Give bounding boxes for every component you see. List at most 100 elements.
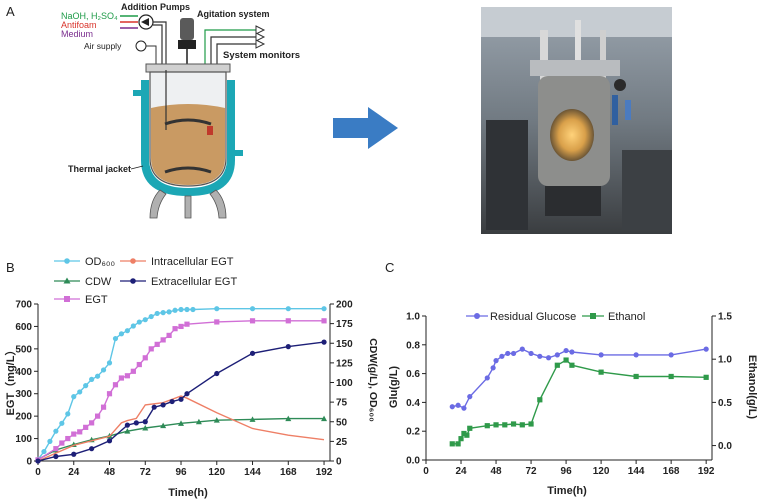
x-tick-label: 0: [35, 467, 41, 478]
data-point-od: [184, 306, 190, 313]
data-point-extracellular-egt: [53, 453, 59, 460]
data-point-egt: [77, 429, 83, 435]
data-point-od: [214, 306, 220, 312]
y-tick-label-left: 500: [15, 344, 32, 355]
x-tick-label: 96: [561, 466, 573, 477]
data-point-egt: [321, 318, 327, 324]
data-point-od: [160, 310, 166, 316]
x-tick-label: 120: [593, 466, 610, 477]
data-point-egt: [112, 382, 119, 388]
data-point-egt: [65, 435, 71, 442]
data-point-residual-glucose: [499, 353, 505, 359]
label-air-supply: Air supply: [84, 41, 122, 51]
x-tick-label: 192: [316, 467, 333, 478]
data-point-od: [285, 306, 291, 312]
data-point-extracellular-egt: [124, 422, 130, 428]
data-point-od: [59, 420, 65, 426]
data-point-residual-glucose: [569, 349, 575, 355]
y-tick-label-left: 400: [15, 367, 32, 378]
data-point-od: [249, 306, 256, 312]
data-point-egt: [94, 413, 101, 419]
chart-c-legend: Residual Glucose Ethanol: [466, 311, 645, 323]
y-tick-label-right: 0: [336, 457, 342, 468]
data-point-egt: [142, 355, 148, 361]
data-point-od: [154, 310, 160, 317]
legend-item-intracellular-egt: Intracellular EGT: [120, 256, 234, 268]
data-point-extracellular-egt: [184, 391, 190, 397]
y-tick-label-right: 150: [336, 339, 353, 350]
x-tick-label: 24: [455, 466, 467, 477]
data-point-extracellular-egt: [321, 339, 327, 345]
data-point-ethanol: [703, 374, 709, 380]
data-point-egt: [100, 404, 107, 410]
data-point-residual-glucose: [563, 347, 569, 354]
data-point-residual-glucose: [484, 375, 490, 381]
data-point-ethanol: [484, 423, 490, 429]
data-point-residual-glucose: [537, 353, 543, 359]
y-tick-label-left: 0.6: [406, 369, 420, 380]
label-system-monitors: System monitors: [223, 50, 300, 61]
y-tick-label-left: 0.8: [406, 340, 420, 351]
data-point-residual-glucose: [519, 346, 525, 352]
data-point-residual-glucose: [490, 365, 496, 371]
legend-label-egt: EGT: [85, 294, 108, 306]
data-point-ethanol: [528, 421, 534, 427]
label-agitation: Agitation system: [197, 9, 270, 19]
chart-b: 0 24 48 72 96 120 144 168 1920100200300400500600…: [15, 300, 353, 479]
x-tick-label: 168: [663, 466, 680, 477]
data-point-ethanol: [519, 422, 525, 428]
jacket-port-1: [133, 90, 143, 96]
data-point-od: [77, 389, 83, 395]
data-point-extracellular-egt: [151, 404, 157, 410]
label-antifoam: Antifoam: [61, 20, 97, 30]
x-tick-label: 72: [525, 466, 537, 477]
data-point-ethanol: [633, 373, 639, 380]
y-tick-label-left: 300: [15, 389, 32, 400]
data-point-egt: [106, 391, 113, 397]
photo-cabinet-right: [622, 150, 672, 230]
photo-probe-2: [625, 100, 631, 120]
data-point-residual-glucose: [633, 352, 639, 358]
data-point-residual-glucose: [455, 402, 461, 408]
data-point-od: [166, 309, 172, 315]
legend-item-residual-glucose: Residual Glucose: [466, 311, 576, 323]
broth: [151, 104, 225, 185]
data-point-extracellular-egt: [35, 458, 41, 464]
label-medium: Medium: [61, 29, 93, 39]
data-point-egt: [148, 346, 154, 352]
data-point-od: [89, 376, 95, 382]
data-point-od: [94, 373, 101, 379]
panel-label-c: C: [385, 260, 394, 275]
data-point-ethanol: [668, 373, 674, 380]
data-point-residual-glucose: [545, 355, 552, 361]
data-point-cdw: [160, 422, 167, 429]
data-point-egt: [83, 424, 89, 430]
x-tick-label: 0: [423, 466, 429, 477]
data-point-egt: [178, 323, 184, 330]
data-point-od: [148, 313, 154, 320]
data-point-od: [124, 328, 130, 334]
data-point-ethanol: [569, 362, 575, 368]
bioreactor-schematic: NaOH, H₂SO₄ Antifoam Medium Addition Pum…: [61, 2, 300, 219]
data-point-od: [71, 394, 77, 400]
y-tick-label-right: 0.0: [718, 441, 732, 452]
feed-pipe-2: [153, 24, 163, 70]
data-point-extracellular-egt: [160, 402, 166, 408]
data-point-residual-glucose: [493, 358, 499, 364]
x-tick-label: 24: [68, 467, 80, 478]
data-point-od: [142, 317, 148, 323]
data-point-egt: [154, 341, 160, 347]
data-point-residual-glucose: [461, 405, 467, 411]
y-tick-label-right: 100: [336, 378, 353, 389]
y-tick-label-left: 0.0: [406, 456, 420, 467]
data-point-ethanol: [458, 436, 464, 442]
air-valve-icon: [135, 40, 147, 52]
chart-b-legend: OD₆₀₀ Intracellular EGT CDW Extracellula…: [54, 256, 237, 306]
y-tick-label-left: 0: [26, 457, 32, 468]
data-point-extracellular-egt: [133, 420, 139, 426]
data-point-egt: [166, 332, 172, 338]
data-point-egt: [136, 361, 142, 368]
jacket-port-2: [233, 150, 243, 156]
